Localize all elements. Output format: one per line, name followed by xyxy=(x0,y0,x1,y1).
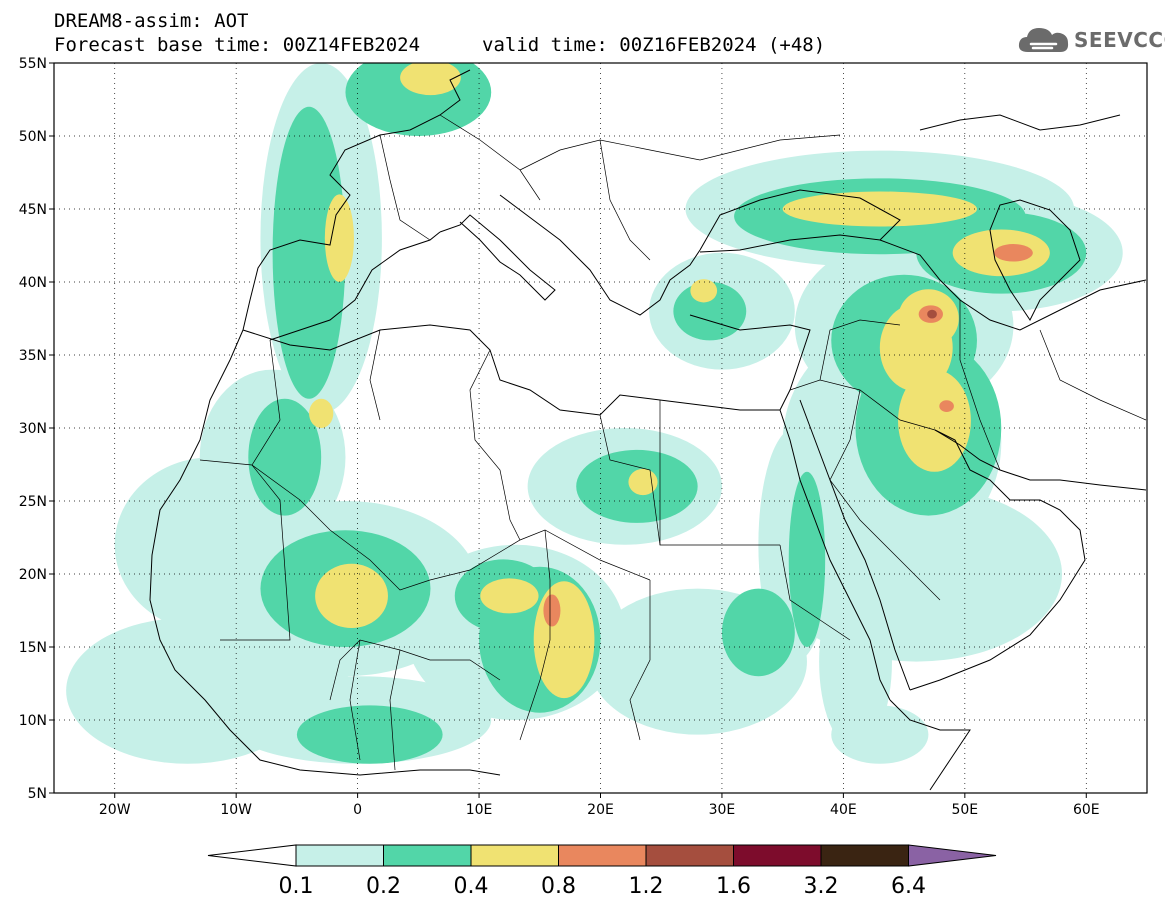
aot-contour-0.4 xyxy=(533,581,595,699)
colorbar-swatch xyxy=(383,844,472,867)
lat-tick-label: 25N xyxy=(19,494,47,510)
colorbar-level-label: 0.4 xyxy=(454,874,489,899)
aot-contour-0.8 xyxy=(543,594,561,627)
map-title: DREAM8-assim: AOT xyxy=(54,10,249,32)
aot-contour-0.2 xyxy=(721,588,795,677)
lat-tick-label: 50N xyxy=(19,129,47,145)
cloud-icon xyxy=(1018,28,1069,52)
lon-tick-label: 10W xyxy=(220,802,252,818)
aot-contour-1.2 xyxy=(927,309,937,319)
colorbar-level-label: 1.6 xyxy=(716,874,751,899)
colorbar-over-triangle xyxy=(908,844,997,867)
lat-tick-label: 10N xyxy=(19,713,47,729)
aot-contour-0.4 xyxy=(480,578,539,614)
lat-tick-label: 20N xyxy=(19,567,47,583)
lat-tick-label: 15N xyxy=(19,640,47,656)
aot-contour-0.8 xyxy=(993,244,1033,262)
aot-contour-0.2 xyxy=(248,398,322,516)
coastlines xyxy=(149,69,1147,791)
country-borders xyxy=(199,114,1147,771)
lon-tick-label: 30E xyxy=(709,802,736,818)
aot-contour-0.4 xyxy=(898,369,971,472)
aot-contour-0.8 xyxy=(939,400,954,412)
valid-time: valid time: 00Z16FEB2024 (+48) xyxy=(482,34,826,56)
lon-tick-label: 60E xyxy=(1073,802,1100,818)
colorbar-swatch xyxy=(558,844,647,867)
map-axes: 55N 50N 45N 40N 35N 30N 25N 20N 15N 10N 5N 20W 10W 0 1… xyxy=(19,56,1100,818)
colorbar-level-label: 0.8 xyxy=(541,874,576,899)
lat-tick-label: 35N xyxy=(19,348,47,364)
colorbar-level-label: 0.2 xyxy=(366,874,401,899)
lon-tick-label: 50E xyxy=(951,802,978,818)
colorbar-level-label: 1.2 xyxy=(629,874,664,899)
aot-contour-0.4 xyxy=(315,563,388,629)
aot-contour-0.2 xyxy=(673,282,747,341)
aot-field xyxy=(66,63,1123,764)
seevccc-logo: SEEVCCC xyxy=(1016,22,1165,58)
colorbar-swatch xyxy=(733,844,822,867)
aot-contour-0.4 xyxy=(690,279,718,303)
colorbar: 0.1 0.2 0.4 0.8 1.2 1.6 3.2 6.4 xyxy=(207,844,997,899)
lat-tick-label: 45N xyxy=(19,202,47,218)
aot-contour-0.2 xyxy=(788,471,826,647)
colorbar-level-label: 6.4 xyxy=(891,874,926,899)
lat-tick-label: 40N xyxy=(19,275,47,291)
lat-tick-label: 55N xyxy=(19,56,47,72)
colorbar-level-label: 3.2 xyxy=(804,874,839,899)
aot-contour-0.1 xyxy=(831,705,929,764)
lon-tick-label: 20E xyxy=(587,802,614,818)
aot-contour-0.4 xyxy=(400,63,461,96)
lon-tick-label: 0 xyxy=(353,802,362,818)
colorbar-swatch xyxy=(295,844,384,867)
aot-contour-0.2 xyxy=(272,106,346,399)
colorbar-swatch xyxy=(820,844,909,867)
lon-tick-label: 40E xyxy=(830,802,857,818)
colorbar-under-triangle xyxy=(207,844,297,867)
colorbar-swatch xyxy=(645,844,734,867)
colorbar-swatch xyxy=(470,844,559,867)
aot-contour-0.4 xyxy=(324,194,354,282)
lat-tick-label: 30N xyxy=(19,421,47,437)
lat-tick-label: 5N xyxy=(28,786,47,802)
logo-text: SEEVCCC xyxy=(1074,28,1165,52)
lon-tick-label: 10E xyxy=(466,802,493,818)
aot-contour-0.4 xyxy=(628,468,658,496)
colorbar-level-label: 0.1 xyxy=(279,874,314,899)
lon-tick-label: 20W xyxy=(99,802,131,818)
forecast-base-time: Forecast base time: 00Z14FEB2024 xyxy=(54,34,421,56)
gridlines xyxy=(54,63,1147,793)
aot-contour-0.4 xyxy=(309,398,334,428)
aot-contour-0.2 xyxy=(296,705,443,764)
